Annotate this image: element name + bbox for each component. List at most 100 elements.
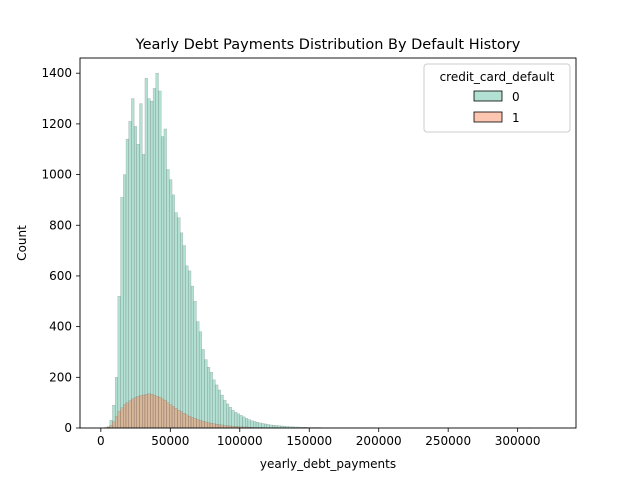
bar-series-0 <box>215 384 219 429</box>
bar-series-0 <box>212 379 216 429</box>
bar-series-0 <box>174 212 178 429</box>
bar-series-0 <box>150 100 154 429</box>
bar-series-1 <box>125 402 129 429</box>
bar-series-0 <box>158 90 162 429</box>
bar-series-0 <box>193 301 197 429</box>
x-tick-label: 150000 <box>286 434 332 448</box>
y-tick-label: 200 <box>49 370 72 384</box>
bar-series-0 <box>226 403 230 429</box>
bar-series-1 <box>144 394 148 429</box>
x-tick-label: 0 <box>97 434 105 448</box>
bar-series-0 <box>123 174 127 429</box>
bar-series-1 <box>120 407 124 429</box>
x-tick-label: 250000 <box>425 434 471 448</box>
bar-series-1 <box>171 406 175 429</box>
bar-series-0 <box>201 349 205 429</box>
bar-series-1 <box>166 402 170 429</box>
y-tick-label: 400 <box>49 320 72 334</box>
x-tick-label: 300000 <box>495 434 541 448</box>
bar-series-1 <box>139 395 143 429</box>
bar-series-1 <box>128 400 132 429</box>
bar-series-1 <box>142 394 146 429</box>
bar-series-0 <box>269 424 273 429</box>
bar-series-1 <box>161 398 165 429</box>
bar-series-0 <box>207 367 211 429</box>
bar-series-0 <box>133 126 138 429</box>
bar-series-1 <box>182 413 186 429</box>
x-tick-label: 100000 <box>217 434 263 448</box>
bar-series-0 <box>163 128 167 429</box>
bar-series-0 <box>166 169 170 429</box>
bar-series-1 <box>123 404 127 429</box>
x-tick-label: 50000 <box>151 434 189 448</box>
bar-series-0 <box>161 136 165 429</box>
bar-series-0 <box>209 372 213 429</box>
bar-series-0 <box>169 179 173 429</box>
bar-series-1 <box>177 410 181 429</box>
legend-label-0: 0 <box>512 90 520 104</box>
bar-series-1 <box>112 421 116 429</box>
bar-series-0 <box>223 399 227 429</box>
x-axis-label: yearly_debt_payments <box>260 457 396 471</box>
bar-series-1 <box>152 394 156 429</box>
bar-series-1 <box>220 424 224 429</box>
bar-series-0 <box>263 423 268 429</box>
bar-series-1 <box>133 397 138 429</box>
bar-series-0 <box>236 413 240 429</box>
bar-series-1 <box>185 414 189 429</box>
bar-series-1 <box>217 424 221 429</box>
bar-series-1 <box>201 420 205 429</box>
bar-series-1 <box>190 417 194 429</box>
bar-series-0 <box>220 394 224 429</box>
legend-label-1: 1 <box>512 111 520 125</box>
bar-series-1 <box>193 418 197 429</box>
bar-series-1 <box>114 416 119 429</box>
bar-series-1 <box>136 396 140 429</box>
x-axis: 0 50000 100000 150000 200000 250000 300000 <box>97 428 541 448</box>
bar-series-0 <box>228 407 232 429</box>
bar-series-0 <box>250 420 254 429</box>
legend-swatch-0 <box>473 90 503 102</box>
bar-series-0 <box>188 270 192 429</box>
bar-series-1 <box>155 396 159 429</box>
bar-series-0 <box>117 296 121 429</box>
bar-series-1 <box>150 394 154 429</box>
y-tick-label: 1200 <box>41 117 72 131</box>
x-tick-label: 200000 <box>356 434 402 448</box>
bar-series-1 <box>169 404 173 429</box>
bar-series-0 <box>131 98 135 429</box>
bar-series-0 <box>234 412 238 429</box>
bar-series-1 <box>204 421 208 429</box>
legend: credit_card_default 0 1 <box>423 63 571 133</box>
bar-series-0 <box>258 422 262 429</box>
bar-series-0 <box>128 121 132 429</box>
bar-series-0 <box>147 98 151 429</box>
bar-series-1 <box>174 408 178 429</box>
bar-series-1 <box>215 424 219 429</box>
y-axis: 0 200 400 600 800 1000 1200 1400 <box>41 66 80 435</box>
y-tick-label: 1000 <box>41 168 72 182</box>
bar-series-0 <box>152 88 156 429</box>
bar-series-0 <box>139 103 143 429</box>
bar-series-0 <box>179 232 184 429</box>
chart-title: Yearly Debt Payments Distribution By Def… <box>135 37 521 53</box>
bar-series-1 <box>198 420 203 429</box>
bar-series-0 <box>239 415 243 429</box>
bar-series-0 <box>242 416 246 429</box>
bar-series-0 <box>120 197 124 429</box>
bar-series-1 <box>196 419 200 429</box>
bar-series-0 <box>177 217 181 429</box>
bar-series-0 <box>204 359 208 429</box>
bar-series-0 <box>155 73 159 429</box>
bar-series-1 <box>131 398 135 429</box>
bar-series-0 <box>185 265 189 429</box>
y-tick-label: 800 <box>49 218 72 232</box>
bar-series-0 <box>142 154 146 429</box>
bar-series-1 <box>212 423 216 429</box>
bar-series-0 <box>253 421 257 429</box>
bar-series-0 <box>144 78 148 429</box>
bar-series-0 <box>198 331 203 429</box>
bar-series-1 <box>207 422 211 429</box>
bar-series-0 <box>247 419 251 429</box>
